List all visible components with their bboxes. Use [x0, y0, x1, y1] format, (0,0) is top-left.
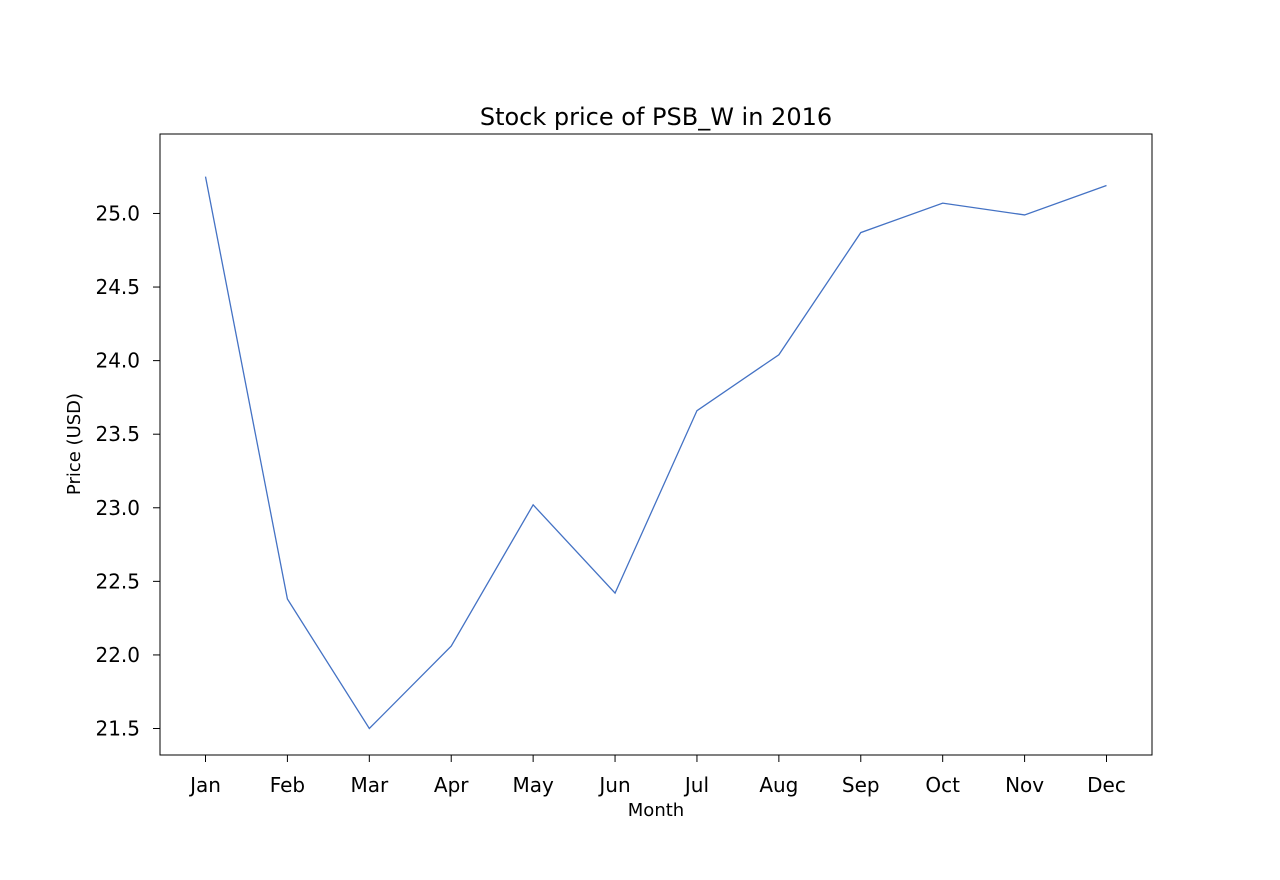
- y-tick-label: 25.0: [95, 201, 140, 225]
- x-tick-label: Mar: [350, 773, 389, 797]
- y-tick-label: 22.5: [95, 569, 140, 593]
- y-tick-label: 24.5: [95, 275, 140, 299]
- x-tick-label: Jul: [683, 773, 709, 797]
- y-tick-label: 23.5: [95, 422, 140, 446]
- x-tick-label: Oct: [925, 773, 960, 797]
- y-axis-ticks: 21.5 22.0 22.5 23.0 23.5 24.0 24.5 25.0: [95, 201, 160, 741]
- x-tick-label: Feb: [270, 773, 305, 797]
- x-axis-title: Month: [628, 800, 684, 821]
- y-tick-label: 21.5: [95, 717, 140, 741]
- x-tick-label: Aug: [759, 773, 798, 797]
- y-tick-label: 23.0: [95, 496, 140, 520]
- chart-title: Stock price of PSB_W in 2016: [480, 103, 832, 131]
- x-tick-label: May: [512, 773, 554, 797]
- y-tick-label: 24.0: [95, 349, 140, 373]
- plot-area: [159, 133, 1153, 756]
- x-tick-label: Apr: [434, 773, 469, 797]
- series-line: [204, 176, 1107, 730]
- y-tick-label: 22.0: [95, 643, 140, 667]
- x-tick-label: Jun: [597, 773, 630, 797]
- series-group: [204, 176, 1107, 730]
- x-tick-label: Jan: [188, 773, 221, 797]
- x-tick-label: Sep: [842, 773, 880, 797]
- x-tick-label: Dec: [1087, 773, 1126, 797]
- y-axis-title: Price (USD): [64, 393, 85, 495]
- x-tick-label: Nov: [1005, 773, 1044, 797]
- x-axis-ticks: Jan Feb Mar Apr May Jun Jul Aug Sep Oct Nov Dec: [188, 755, 1126, 797]
